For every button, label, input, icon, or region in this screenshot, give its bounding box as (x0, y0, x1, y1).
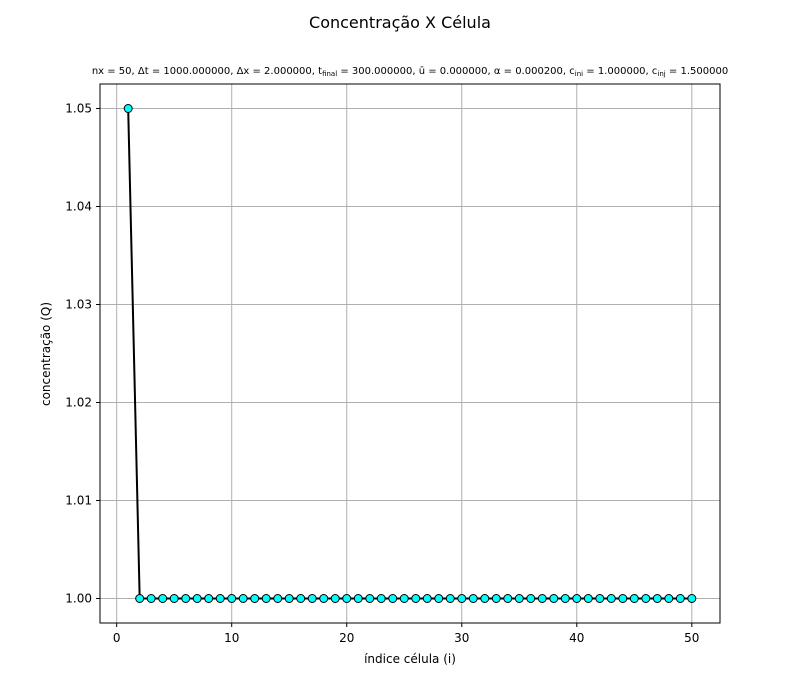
data-point (284, 594, 294, 603)
data-point (664, 594, 674, 603)
data-point (468, 594, 478, 603)
y-tick-label: 1.01 (65, 494, 92, 508)
data-point (227, 594, 237, 603)
data-point (181, 594, 191, 603)
data-point (376, 594, 386, 603)
data-point (526, 594, 536, 603)
data-point (353, 594, 363, 603)
data-point (434, 594, 444, 603)
data-point (560, 594, 570, 603)
y-tick-label: 1.05 (65, 102, 92, 116)
x-tick-label: 30 (454, 631, 469, 645)
data-point (422, 594, 432, 603)
data-point (330, 594, 340, 603)
data-point (675, 594, 685, 603)
subtitle-dt: Δt = 1000.000000, (138, 66, 237, 77)
y-tick-label: 1.02 (65, 396, 92, 410)
data-point (204, 594, 214, 603)
subtitle-tfinal-value: = 300.000000, (337, 66, 419, 77)
subtitle-cini-value: = 1.000000, (583, 66, 652, 77)
chart-subtitle: nx = 50, Δt = 1000.000000, Δx = 2.000000… (92, 66, 728, 78)
subtitle-cinj-value: = 1.500000 (666, 66, 728, 77)
subtitle-u: ū = 0.000000, (419, 66, 494, 77)
x-tick-label: 0 (113, 631, 121, 645)
data-point (250, 594, 260, 603)
data-point (192, 594, 202, 603)
data-point (296, 594, 306, 603)
subtitle-tfinal-base: t (318, 66, 322, 77)
data-point (158, 594, 168, 603)
data-point (514, 594, 524, 603)
y-tick-label: 1.04 (65, 200, 92, 214)
subtitle-dx: Δx = 2.000000, (237, 66, 319, 77)
data-point (307, 594, 317, 603)
data-point (629, 594, 639, 603)
data-point (238, 594, 248, 603)
subtitle-cini-sub: ini (575, 70, 583, 78)
data-point (606, 594, 616, 603)
data-point (365, 594, 375, 603)
data-point (146, 594, 156, 603)
data-point (445, 594, 455, 603)
data-point (618, 594, 628, 603)
data-point (572, 594, 582, 603)
data-point (595, 594, 605, 603)
axes-frame (99, 83, 721, 624)
chart-title: Concentração X Célula (309, 13, 491, 32)
data-point (388, 594, 398, 603)
data-point (503, 594, 513, 603)
data-point (491, 594, 501, 603)
y-tick-label: 1.00 (65, 592, 92, 606)
subtitle-cini-base: c (569, 66, 575, 77)
data-point (687, 594, 697, 603)
y-tick-label: 1.03 (65, 298, 92, 312)
x-tick-label: 20 (339, 631, 354, 645)
data-point (537, 594, 547, 603)
data-point (399, 594, 409, 603)
data-point (480, 594, 490, 603)
x-tick-label: 10 (224, 631, 239, 645)
data-point (135, 594, 145, 603)
y-axis-label: concentração (Q) (39, 302, 53, 406)
data-point (583, 594, 593, 603)
data-point (273, 594, 283, 603)
series-markers (123, 104, 697, 603)
grid-lines (100, 84, 720, 623)
data-point (549, 594, 559, 603)
x-tick-label: 50 (684, 631, 699, 645)
subtitle-alpha: α = 0.000200, (494, 66, 569, 77)
data-point (411, 594, 421, 603)
data-point (319, 594, 329, 603)
data-point (215, 594, 225, 603)
subtitle-nx: nx = 50, (92, 66, 138, 77)
subtitle-cinj-sub: inj (657, 70, 665, 78)
data-point (641, 594, 651, 603)
data-point (123, 104, 133, 113)
data-point (261, 594, 271, 603)
x-axis-label: índice célula (i) (364, 652, 456, 666)
data-point (342, 594, 352, 603)
x-tick-label: 40 (569, 631, 584, 645)
data-point (652, 594, 662, 603)
axis-ticks: 0 10 20 30 40 50 1.00 1.01 1.02 1.03 1.04 1.05 (65, 102, 699, 646)
data-point (457, 594, 467, 603)
data-point (169, 594, 179, 603)
subtitle-tfinal-sub: final (322, 70, 337, 78)
series-line (127, 108, 692, 600)
subtitle-cinj-base: c (652, 66, 658, 77)
